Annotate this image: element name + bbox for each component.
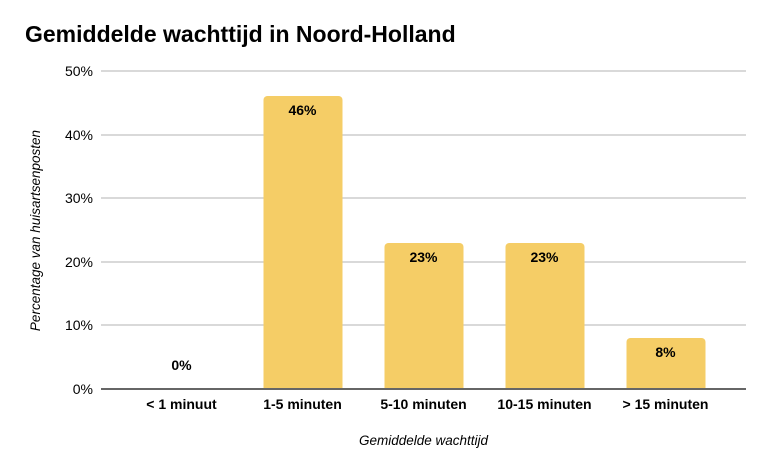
x-category-label-0: < 1 minuut: [146, 396, 217, 412]
bar-2: [384, 242, 463, 389]
x-category-label-2: 5-10 minuten: [380, 396, 467, 412]
gridline-40: [101, 133, 746, 136]
data-label-1: 46%: [288, 102, 317, 119]
y-tick-label: 20%: [64, 253, 93, 270]
x-category-label-4: > 15 minuten: [622, 396, 709, 412]
data-label-3: 23%: [530, 248, 559, 265]
y-axis-title-wrap: Percentage van huisartsenposten: [23, 71, 49, 389]
chart-title: Gemiddelde wachttijd in Noord-Holland: [25, 21, 456, 47]
x-axis-line: [101, 388, 746, 390]
data-label-2: 23%: [409, 248, 438, 265]
gridline-50: [101, 70, 746, 72]
x-category-labels: < 1 minuut 1-5 minuten 5-10 minuten 10-15 m…: [121, 396, 726, 412]
bar-slot-3: 23%: [484, 71, 605, 389]
x-category-label-3: 10-15 minuten: [497, 396, 592, 412]
bar-slot-2: 23%: [363, 71, 484, 389]
y-tick-label: 10%: [64, 317, 93, 334]
plot-area: 0% 46% 23% 23% 8%: [101, 70, 746, 390]
bar-slot-4: 8%: [605, 71, 726, 389]
bar-4: [626, 338, 705, 389]
y-tick-label: 40%: [64, 126, 93, 143]
bar-1: [263, 96, 342, 389]
bar-slot-1: 46%: [242, 71, 363, 389]
y-axis-title: Percentage van huisartsenposten: [28, 129, 44, 331]
bar-slot-0: 0%: [121, 71, 242, 389]
bar-3: [505, 242, 584, 389]
bars-row: 0% 46% 23% 23% 8%: [121, 71, 726, 389]
data-label-0: 0%: [171, 357, 192, 373]
gridline-30: [101, 197, 746, 200]
x-axis-title: Gemiddelde wachttijd: [358, 433, 489, 448]
y-tick-label: 30%: [64, 190, 93, 207]
y-tick-label: 50%: [64, 63, 93, 79]
data-label-4: 8%: [655, 344, 676, 361]
x-category-label-1: 1-5 minuten: [263, 396, 342, 412]
y-tick-label: 0%: [72, 381, 93, 397]
